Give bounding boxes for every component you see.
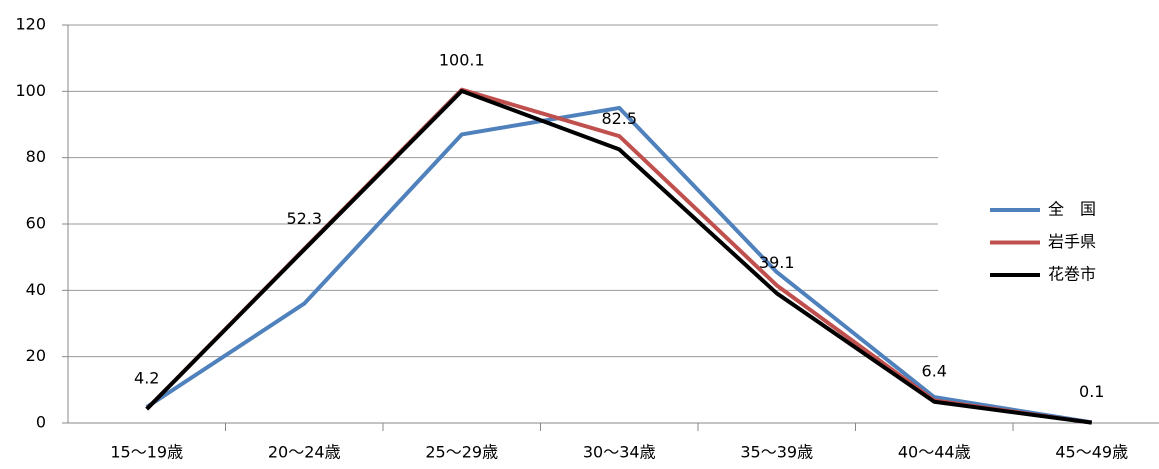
- x-tick-label: 45〜49歳: [1055, 443, 1128, 462]
- y-tick-label: 80: [26, 147, 46, 166]
- y-tick-label: 0: [36, 413, 46, 432]
- y-tick-label: 100: [15, 81, 46, 100]
- x-tick-label: 40〜44歳: [898, 443, 971, 462]
- y-tick-label: 20: [26, 346, 46, 365]
- y-tick-label: 120: [15, 15, 46, 34]
- data-label: 4.2: [134, 369, 159, 388]
- x-tick-label: 20〜24歳: [268, 443, 341, 462]
- x-tick-label: 15〜19歳: [110, 443, 183, 462]
- series-line: [145, 87, 1093, 425]
- series-line: [145, 105, 1093, 425]
- legend-label: 岩手県: [1048, 232, 1096, 251]
- legend-label: 全 国: [1048, 200, 1096, 219]
- y-tick-label: 60: [26, 214, 46, 233]
- legend-label: 花巻市: [1048, 265, 1096, 284]
- data-label: 39.1: [759, 253, 795, 272]
- data-label: 82.5: [601, 109, 637, 128]
- data-label: 6.4: [922, 361, 947, 380]
- x-tick-label: 30〜34歳: [583, 443, 656, 462]
- data-label: 0.1: [1079, 382, 1104, 401]
- data-label: 52.3: [286, 209, 322, 228]
- x-tick-label: 35〜39歳: [740, 443, 813, 462]
- x-tick-label: 25〜29歳: [425, 443, 498, 462]
- data-label: 100.1: [439, 51, 485, 70]
- y-tick-label: 40: [26, 280, 46, 299]
- series-line: [145, 89, 1093, 425]
